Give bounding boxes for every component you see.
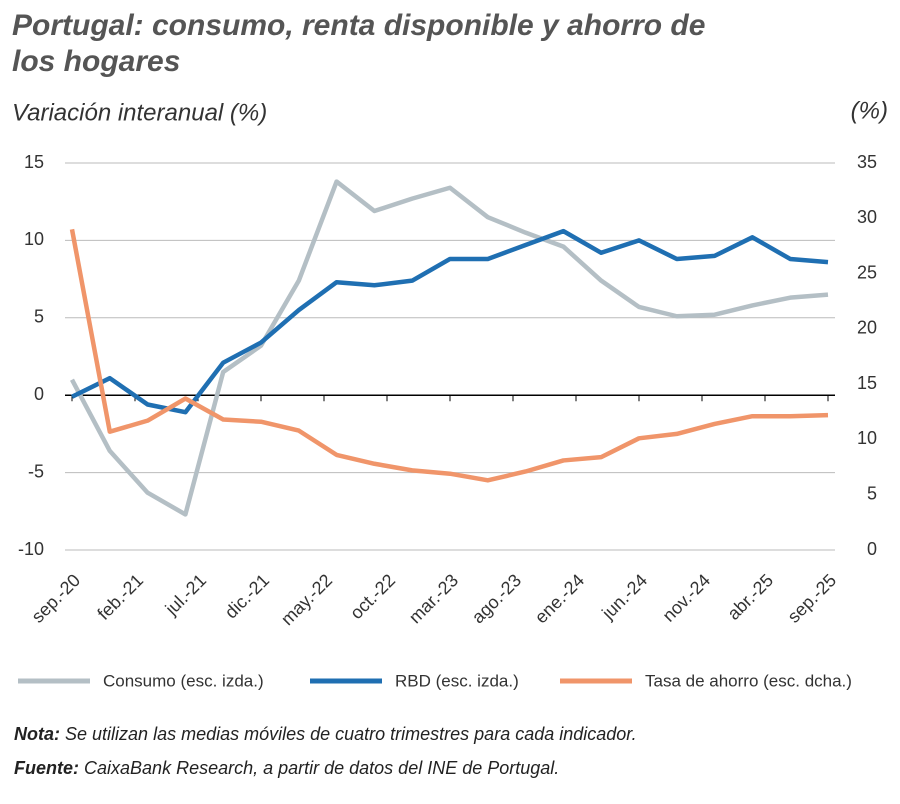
series-line xyxy=(69,228,829,483)
x-tick-label: jul.-21 xyxy=(161,570,211,620)
legend-label: Tasa de ahorro (esc. dcha.) xyxy=(645,671,852,690)
y-tick-label: -10 xyxy=(18,539,44,559)
legend-label: RBD (esc. izda.) xyxy=(395,671,519,690)
x-tick-label: jun.-24 xyxy=(597,570,651,624)
note-text: Se utilizan las medias móviles de cuatro… xyxy=(65,724,637,744)
y2-tick-label: 15 xyxy=(857,373,877,393)
x-tick-label: oct.-22 xyxy=(346,570,399,623)
x-tick-label: feb.-21 xyxy=(93,570,147,624)
x-tick-label: nov.-24 xyxy=(659,570,715,626)
y-tick-label: 0 xyxy=(34,384,44,404)
y2-label: (%) xyxy=(851,97,888,124)
y2-tick-label: 35 xyxy=(857,152,877,172)
y-tick-label: 10 xyxy=(24,229,44,249)
note: Nota: Se utilizan las medias móviles de … xyxy=(14,724,637,745)
y2-tick-label: 10 xyxy=(857,428,877,448)
y2-tick-label: 5 xyxy=(867,483,877,503)
y2-tick-label: 25 xyxy=(857,262,877,282)
legend-label: Consumo (esc. izda.) xyxy=(103,671,264,690)
series-line xyxy=(71,228,829,415)
source-text: CaixaBank Research, a partir de datos de… xyxy=(84,758,560,778)
x-tick-label: sep.-20 xyxy=(28,570,85,627)
chart-title: Portugal: consumo, renta disponible y ah… xyxy=(12,9,706,78)
y2-tick-label: 0 xyxy=(867,539,877,559)
note-label: Nota: xyxy=(14,724,60,744)
x-tick-label: sep.-25 xyxy=(784,570,841,627)
series-line xyxy=(70,179,829,517)
x-tick-label: ene.-24 xyxy=(531,570,588,627)
x-tick-label: mar.-23 xyxy=(405,570,462,627)
source-label: Fuente: xyxy=(14,758,79,778)
x-tick-label: dic.-21 xyxy=(221,570,273,622)
y-tick-label: 15 xyxy=(24,152,44,172)
y-tick-label: 5 xyxy=(34,307,44,327)
source: Fuente: CaixaBank Research, a partir de … xyxy=(14,758,559,779)
y-tick-label: -5 xyxy=(28,461,44,481)
y2-tick-label: 30 xyxy=(857,207,877,227)
subtitle: Variación interanual (%) xyxy=(12,99,267,126)
x-tick-label: ago.-23 xyxy=(468,570,525,627)
x-tick-label: may.-22 xyxy=(277,570,336,629)
y2-tick-label: 20 xyxy=(857,318,877,338)
x-tick-label: abr.-25 xyxy=(723,570,777,624)
